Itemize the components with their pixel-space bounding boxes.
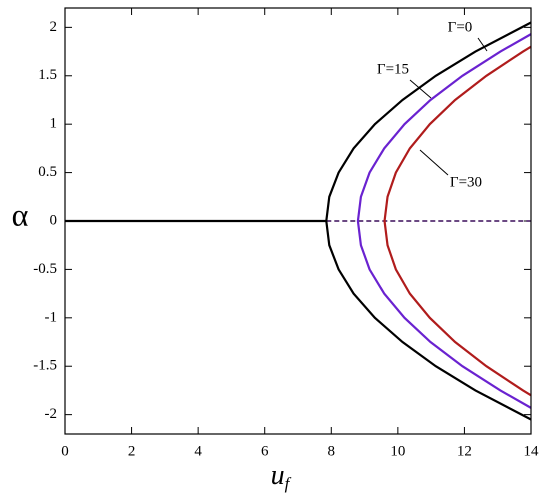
y-tick-label: -0.5 [33,261,57,277]
curve [383,45,532,397]
label-leader [477,37,488,52]
curve [356,33,532,409]
y-tick-label: -2 [45,406,58,422]
curve-label: Γ=0 [448,19,473,35]
curve [325,21,532,421]
plot-frame [64,7,532,435]
x-label-main: u [271,460,285,491]
y-tick-label: 0.5 [38,164,57,180]
x-tick-label: 8 [328,443,336,459]
x-tick-label: 6 [261,443,269,459]
x-tick-label: 0 [61,443,69,459]
x-tick-label: 4 [194,443,202,459]
x-tick-label: 14 [524,443,540,459]
y-tick-label: 0 [50,212,58,228]
x-axis-label: uf [271,460,292,492]
x-tick-label: 2 [128,443,136,459]
curve-label: Γ=15 [377,61,409,77]
x-tick-label: 12 [457,443,472,459]
y-axis-label: α [12,196,29,232]
x-tick-label: 10 [390,443,405,459]
curve-label: Γ=30 [450,174,482,190]
y-tick-label: -1 [45,309,58,325]
y-tick-label: 1 [50,116,58,132]
label-leader [419,149,449,176]
y-tick-label: 1.5 [38,67,57,83]
y-tick-label: 2 [50,19,58,35]
y-tick-label: -1.5 [33,358,57,374]
x-label-sub: f [285,474,292,493]
label-leader [409,79,432,99]
